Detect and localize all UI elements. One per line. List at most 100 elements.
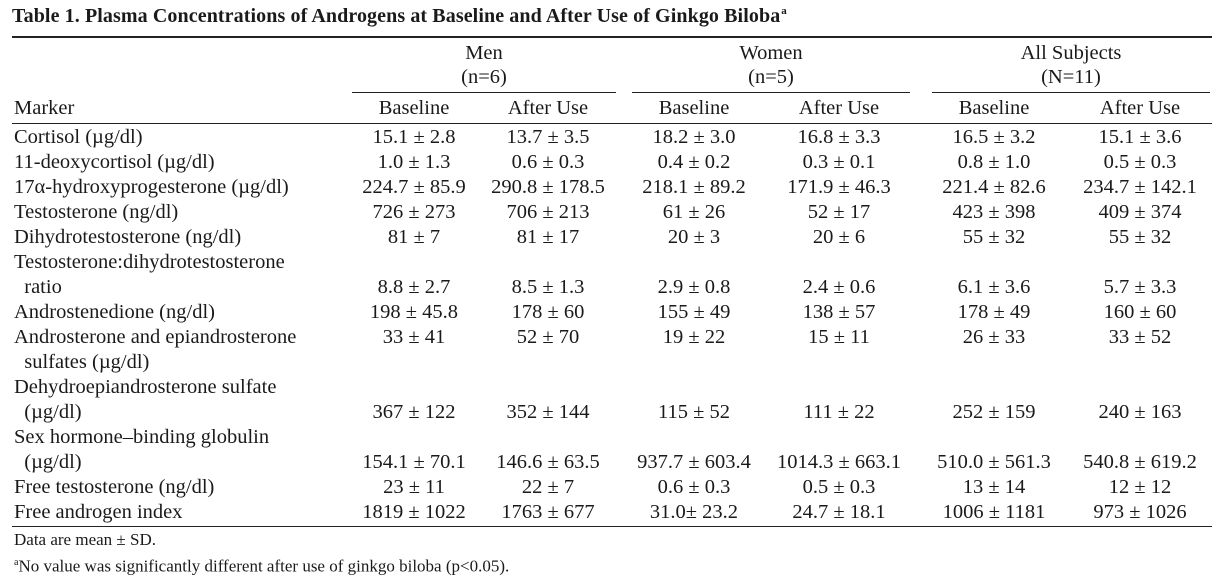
table-cell: 224.7 ± 85.9 xyxy=(362,176,466,198)
table-title: Table 1. Plasma Concentrations of Androg… xyxy=(12,5,787,28)
table-title-text: Table 1. Plasma Concentrations of Androg… xyxy=(12,5,781,27)
table-cell: 115 ± 52 xyxy=(658,401,730,423)
table-cell: 540.8 ± 619.2 xyxy=(1083,451,1197,473)
table-cell: 8.5 ± 1.3 xyxy=(511,276,585,298)
row-label: Sex hormone–binding globulin xyxy=(14,426,270,448)
subheader-all-baseline: Baseline xyxy=(958,97,1030,119)
footnote-a-mark: a xyxy=(14,557,19,568)
table-cell: 55 ± 32 xyxy=(962,226,1026,248)
group-rule-women xyxy=(632,92,910,93)
table-cell: 0.6 ± 0.3 xyxy=(657,476,731,498)
row-label: (µg/dl) xyxy=(14,451,82,473)
table-cell: 0.3 ± 0.1 xyxy=(802,151,876,173)
table-cell: 240 ± 163 xyxy=(1098,401,1182,423)
table-cell: 19 ± 22 xyxy=(662,326,726,348)
subheader-men-baseline: Baseline xyxy=(378,97,450,119)
table-cell: 252 ± 159 xyxy=(952,401,1036,423)
table-cell: 22 ± 7 xyxy=(521,476,575,498)
table-cell: 33 ± 52 xyxy=(1108,326,1172,348)
table-cell: 1.0 ± 1.3 xyxy=(377,151,451,173)
table-cell: 160 ± 60 xyxy=(1103,301,1177,323)
group-all-name: All Subjects xyxy=(1020,42,1122,64)
row-label: Free testosterone (ng/dl) xyxy=(14,476,215,498)
subheader-all-after: After Use xyxy=(1099,97,1181,119)
group-rule-all xyxy=(932,92,1210,93)
table-cell: 111 ± 22 xyxy=(803,401,875,423)
row-label: (µg/dl) xyxy=(14,401,82,423)
bottom-rule xyxy=(12,526,1212,527)
table-cell: 2.4 ± 0.6 xyxy=(802,276,876,298)
table-cell: 290.8 ± 178.5 xyxy=(491,176,605,198)
table-cell: 52 ± 17 xyxy=(807,201,871,223)
table-cell: 0.6 ± 0.3 xyxy=(511,151,585,173)
table-cell: 23 ± 11 xyxy=(383,476,445,498)
table-cell: 31.0± 23.2 xyxy=(649,501,739,523)
table-cell: 409 ± 374 xyxy=(1098,201,1182,223)
table-cell: 138 ± 57 xyxy=(802,301,876,323)
table-cell: 0.5 ± 0.3 xyxy=(802,476,876,498)
table-cell: 8.8 ± 2.7 xyxy=(377,276,451,298)
table-cell: 81 ± 17 xyxy=(516,226,580,248)
table-cell: 221.4 ± 82.6 xyxy=(942,176,1046,198)
group-all-n: (N=11) xyxy=(1041,66,1101,88)
table-cell: 423 ± 398 xyxy=(952,201,1036,223)
table-cell: 81 ± 7 xyxy=(387,226,441,248)
table-cell: 510.0 ± 561.3 xyxy=(937,451,1051,473)
footnote-a: aNo value was significantly different af… xyxy=(14,552,509,578)
table-cell: 154.1 ± 70.1 xyxy=(362,451,466,473)
row-label: Cortisol (µg/dl) xyxy=(14,126,143,148)
table-cell: 1014.3 ± 663.1 xyxy=(776,451,901,473)
table-cell: 15.1 ± 2.8 xyxy=(372,126,456,148)
row-label: Dihydrotestosterone (ng/dl) xyxy=(14,226,242,248)
header-bottom-rule xyxy=(12,123,1212,124)
group-men-n: (n=6) xyxy=(461,66,507,88)
table-cell: 13 ± 14 xyxy=(962,476,1026,498)
group-women-name: Women xyxy=(739,42,803,64)
footnote-a-text: No value was significantly different aft… xyxy=(18,556,510,576)
table-cell: 33 ± 41 xyxy=(382,326,446,348)
title-footnote-mark: a xyxy=(781,5,787,18)
row-label: sulfates (µg/dl) xyxy=(14,351,150,373)
table-cell: 726 ± 273 xyxy=(372,201,456,223)
table-cell: 16.5 ± 3.2 xyxy=(952,126,1036,148)
table-cell: 706 ± 213 xyxy=(506,201,590,223)
table-cell: 234.7 ± 142.1 xyxy=(1083,176,1197,198)
table-cell: 937.7 ± 603.4 xyxy=(637,451,751,473)
row-label: Dehydroepiandrosterone sulfate xyxy=(14,376,277,398)
row-label: Androsterone and epiandrosterone xyxy=(14,326,297,348)
table-cell: 18.2 ± 3.0 xyxy=(652,126,736,148)
table-cell: 198 ± 45.8 xyxy=(369,301,459,323)
table-cell: 6.1 ± 3.6 xyxy=(957,276,1031,298)
row-label: 17α-hydroxyprogesterone (µg/dl) xyxy=(14,176,289,198)
top-rule xyxy=(12,36,1212,38)
table-cell: 15 ± 11 xyxy=(808,326,870,348)
subheader-men-after: After Use xyxy=(507,97,589,119)
table-cell: 1819 ± 1022 xyxy=(362,501,466,523)
table-cell: 178 ± 60 xyxy=(511,301,585,323)
table-cell: 16.8 ± 3.3 xyxy=(797,126,881,148)
row-label: 11-deoxycortisol (µg/dl) xyxy=(14,151,215,173)
table-cell: 367 ± 122 xyxy=(372,401,456,423)
table-cell: 26 ± 33 xyxy=(962,326,1026,348)
table-cell: 5.7 ± 3.3 xyxy=(1103,276,1177,298)
table-cell: 218.1 ± 89.2 xyxy=(642,176,746,198)
row-label: ratio xyxy=(14,276,62,298)
table-cell: 0.5 ± 0.3 xyxy=(1103,151,1177,173)
table-cell: 24.7 ± 18.1 xyxy=(792,501,886,523)
table-cell: 12 ± 12 xyxy=(1108,476,1172,498)
row-label: Androstenedione (ng/dl) xyxy=(14,301,215,323)
table-cell: 973 ± 1026 xyxy=(1093,501,1187,523)
table-cell: 20 ± 3 xyxy=(667,226,721,248)
table-cell: 61 ± 26 xyxy=(662,201,726,223)
row-label: Testosterone:dihydrotestosterone xyxy=(14,251,285,273)
group-men-name: Men xyxy=(465,42,503,64)
table-cell: 1763 ± 677 xyxy=(501,501,595,523)
row-label: Free androgen index xyxy=(14,501,183,523)
table-cell: 20 ± 6 xyxy=(812,226,866,248)
marker-header: Marker xyxy=(14,97,75,119)
table-cell: 52 ± 70 xyxy=(516,326,580,348)
group-women-n: (n=5) xyxy=(748,66,794,88)
table-cell: 55 ± 32 xyxy=(1108,226,1172,248)
table-cell: 1006 ± 1181 xyxy=(942,501,1046,523)
table-cell: 0.4 ± 0.2 xyxy=(657,151,731,173)
